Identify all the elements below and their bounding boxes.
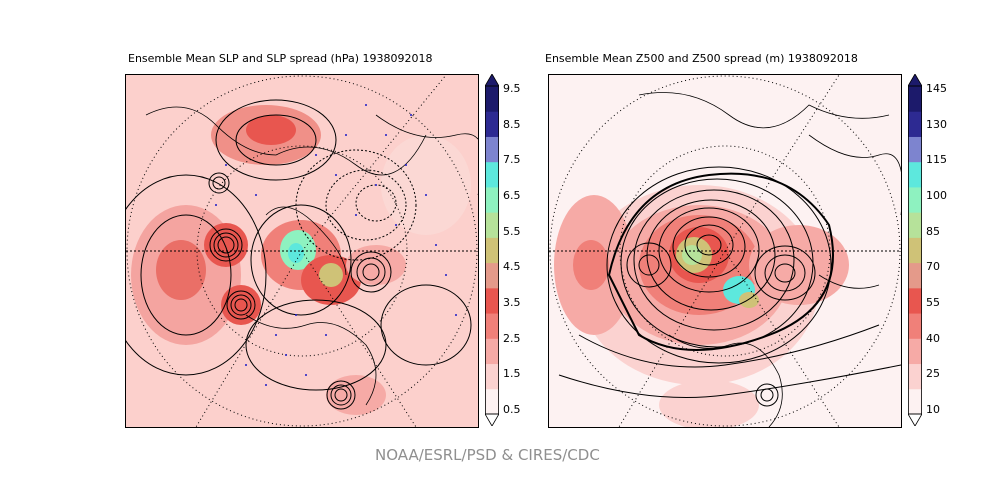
spread-shade — [288, 243, 304, 263]
colorbar-segment — [908, 86, 922, 112]
colorbar-segment — [485, 86, 499, 112]
coastlines — [145, 106, 478, 406]
colorbar-extend-min — [484, 413, 500, 427]
slp-colorbar-svg — [484, 73, 500, 427]
slp-colorbar-tick: 8.5 — [503, 118, 521, 131]
z500-colorbar — [907, 73, 923, 427]
colorbar-segment — [485, 313, 499, 339]
slp-colorbar-tick: 4.5 — [503, 260, 521, 273]
colorbar-segment — [908, 313, 922, 339]
meridian-line — [724, 250, 840, 427]
slp-colorbar-tick: 3.5 — [503, 296, 521, 309]
z500-colorbar-tick: 55 — [926, 296, 940, 309]
colorbar-segment — [908, 111, 922, 137]
spread-shade — [204, 223, 248, 267]
slp-contours — [126, 99, 472, 410]
colorbar-segment — [485, 338, 499, 365]
colorbar-segment — [485, 111, 499, 137]
right-map-title: Ensemble Mean Z500 and Z500 spread (m) 1… — [545, 52, 858, 65]
colorbar-segment — [485, 363, 499, 390]
z500-colorbar-tick: 10 — [926, 403, 940, 416]
meridian-line — [724, 75, 840, 252]
colorbar-segment — [908, 161, 922, 188]
spread-shade — [659, 380, 759, 427]
left-map-title: Ensemble Mean SLP and SLP spread (hPa) 1… — [128, 52, 433, 65]
z500-spread-map — [548, 74, 902, 428]
latitude-circle — [549, 75, 901, 427]
colorbar-segment — [485, 262, 499, 289]
z500-colorbar-tick: 25 — [926, 367, 940, 380]
z500-colorbar-tick: 40 — [926, 332, 940, 345]
z500-colorbar-tick: 145 — [926, 82, 947, 95]
slp-colorbar-tick: 6.5 — [503, 189, 521, 202]
spread-shade — [246, 115, 296, 145]
colorbar-segment — [908, 136, 922, 163]
slp-spread-map — [125, 74, 479, 428]
colorbar-extend-max — [484, 73, 500, 87]
colorbar-segment — [908, 388, 922, 415]
slp-colorbar-tick: 0.5 — [503, 403, 521, 416]
latitude-circle — [126, 75, 478, 427]
colorbar-segment — [908, 363, 922, 390]
spread-shade — [319, 263, 343, 287]
z500-colorbar-tick: 100 — [926, 189, 947, 202]
slp-colorbar-tick: 2.5 — [503, 332, 521, 345]
z500-colorbar-tick: 85 — [926, 225, 940, 238]
spread-shade — [682, 245, 702, 265]
colorbar-segment — [485, 388, 499, 415]
coastlines — [638, 92, 901, 427]
slp-colorbar-tick: 1.5 — [503, 367, 521, 380]
observation-points — [215, 104, 457, 386]
z500-colorbar-tick: 115 — [926, 153, 947, 166]
slp-colorbar-tick: 9.5 — [503, 82, 521, 95]
slp-colorbar-tick: 7.5 — [503, 153, 521, 166]
colorbar-segment — [485, 136, 499, 163]
z500-colorbar-tick: 70 — [926, 260, 940, 273]
colorbar-segment — [908, 237, 922, 264]
colorbar-extend-max — [907, 73, 923, 87]
z500-colorbar-tick: 130 — [926, 118, 947, 131]
colorbar-segment — [908, 186, 922, 213]
colorbar-segment — [908, 338, 922, 365]
colorbar-segment — [485, 212, 499, 238]
credit-text: NOAA/ESRL/PSD & CIRES/CDC — [375, 446, 600, 464]
colorbar-segment — [485, 287, 499, 314]
colorbar-frame — [908, 85, 922, 415]
spread-shade — [381, 135, 471, 235]
spread-shade — [573, 240, 609, 290]
colorbar-frame — [485, 85, 499, 415]
slp-colorbar-tick: 5.5 — [503, 225, 521, 238]
colorbar-segment — [908, 287, 922, 314]
colorbar-segment — [908, 212, 922, 238]
slp-map-svg — [126, 75, 478, 427]
slp-colorbar — [484, 73, 500, 427]
z500-colorbar-svg — [907, 73, 923, 427]
z500-map-svg — [549, 75, 901, 427]
colorbar-segment — [908, 262, 922, 289]
spread-shade — [156, 240, 206, 300]
colorbar-segment — [485, 237, 499, 264]
colorbar-segment — [485, 186, 499, 213]
z500-contours — [558, 166, 901, 407]
colorbar-segment — [485, 161, 499, 188]
spread-shade — [749, 225, 849, 305]
colorbar-extend-min — [907, 413, 923, 427]
z500-bold-contour — [607, 172, 834, 351]
